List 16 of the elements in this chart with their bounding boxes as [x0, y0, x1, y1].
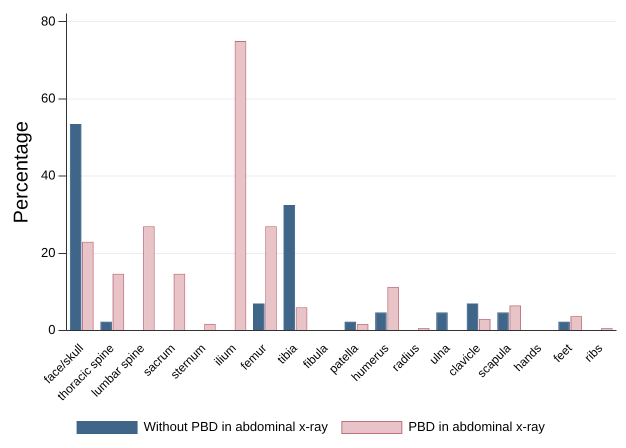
- y-tick-label: 60: [40, 90, 56, 106]
- y-tick-label: 0: [48, 322, 56, 338]
- y-tick-label: 20: [40, 244, 56, 260]
- bar: [70, 124, 82, 330]
- x-tick-label: tibia: [274, 340, 300, 367]
- bar: [284, 205, 296, 330]
- y-tick-label: 40: [40, 168, 56, 183]
- x-tick-label: ulna: [426, 340, 453, 368]
- bar: [253, 303, 265, 330]
- y-tick-label: 80: [40, 13, 56, 28]
- legend-label: PBD in abdominal x-ray: [408, 419, 546, 434]
- y-axis-title: Percentage: [10, 121, 33, 224]
- x-tick-label: ribs: [582, 341, 606, 365]
- bar: [466, 303, 478, 330]
- x-tick-label: feet: [550, 340, 576, 366]
- legend-label: Without PBD in abdominal x-ray: [144, 419, 328, 434]
